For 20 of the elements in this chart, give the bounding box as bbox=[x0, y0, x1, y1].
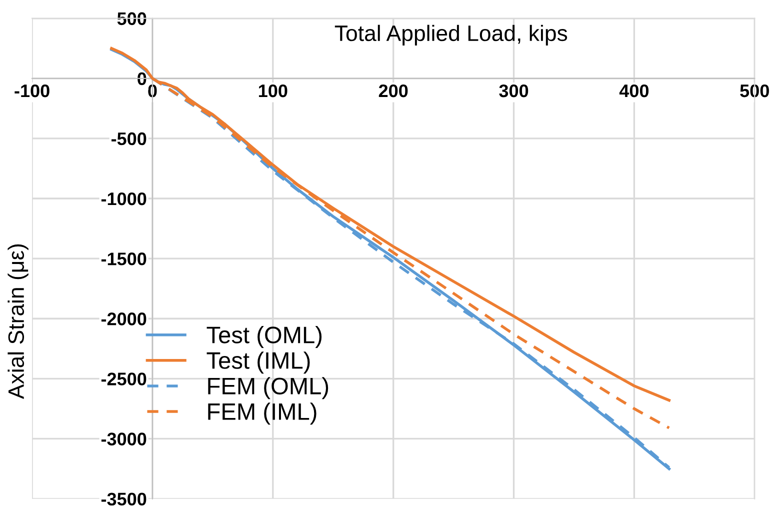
legend-label: FEM (OML) bbox=[208, 377, 328, 400]
x-tick-label: 300 bbox=[499, 84, 528, 98]
y-tick-label: -3000 bbox=[101, 432, 146, 446]
y-tick-label: -500 bbox=[111, 132, 146, 146]
x-tick-label: 500 bbox=[740, 84, 769, 98]
legend-label: Test (IML) bbox=[206, 352, 310, 374]
x-axis-title: Total Applied Load, kips bbox=[334, 24, 568, 46]
x-tick-label: 200 bbox=[378, 84, 408, 98]
y-tick-label: -1000 bbox=[101, 192, 146, 206]
y-axis-title: Axial Strain (με) bbox=[8, 244, 28, 400]
y-tick-label: -2500 bbox=[101, 372, 146, 386]
x-tick-label: -100 bbox=[14, 84, 50, 98]
y-tick-label: -2000 bbox=[101, 312, 146, 326]
legend-label: Test (OML) bbox=[206, 326, 322, 348]
y-tick-label: 500 bbox=[117, 12, 146, 26]
y-tick-label: -3500 bbox=[101, 492, 146, 506]
x-tick-label: 100 bbox=[258, 84, 288, 98]
y-tick-label: -1500 bbox=[101, 252, 146, 266]
legend-label: FEM (IML) bbox=[208, 402, 316, 425]
x-tick-label: 400 bbox=[619, 84, 649, 98]
